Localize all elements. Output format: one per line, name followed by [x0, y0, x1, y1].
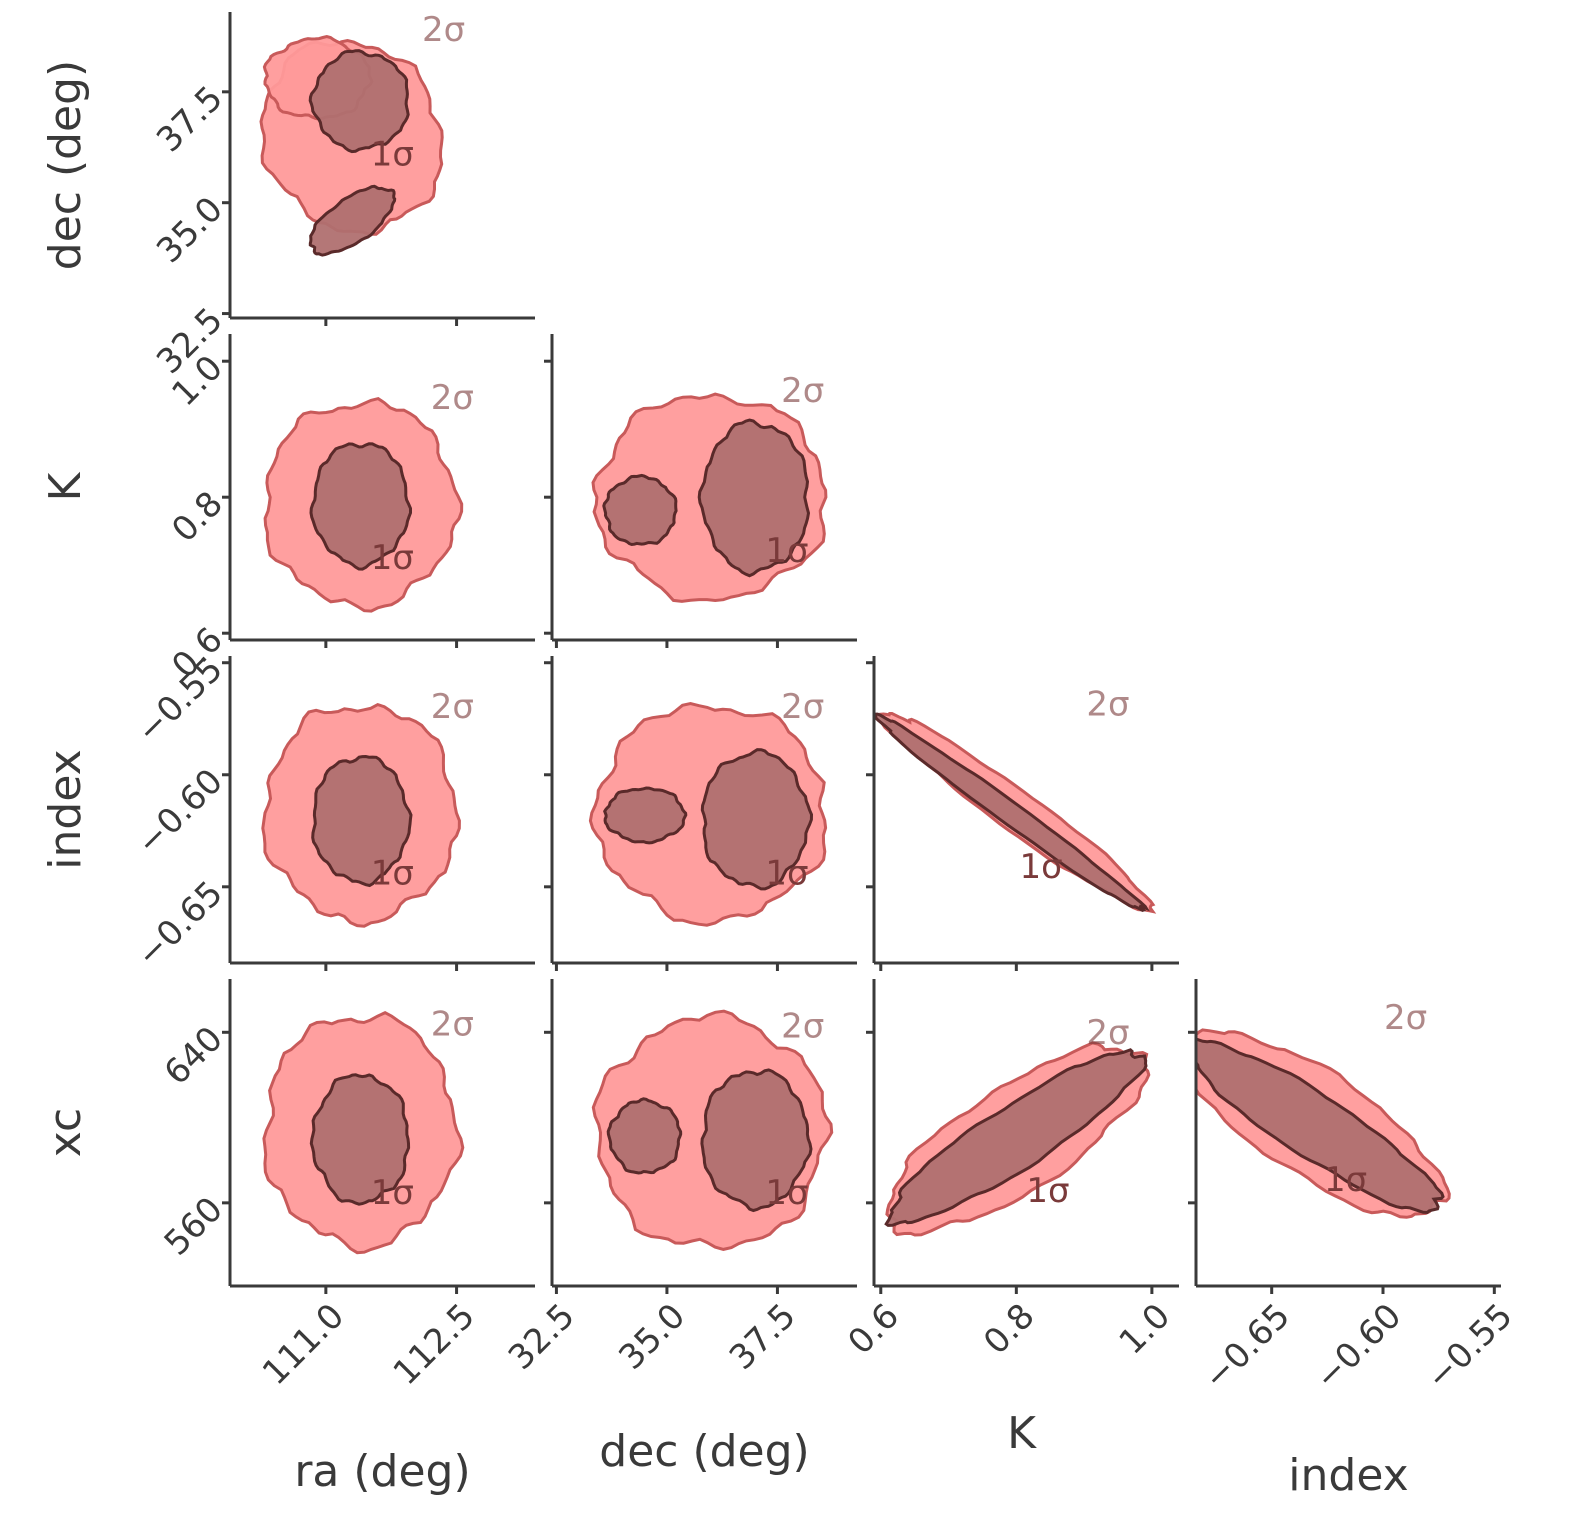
two-sigma-label: 2σ: [431, 1004, 474, 1044]
1sigma-contour: [603, 786, 688, 845]
two-sigma-label: 2σ: [422, 10, 465, 50]
x-tick-label: 35.0: [611, 1296, 693, 1378]
y-tick-label: 640: [157, 1019, 231, 1093]
x-tick-label: 32.5: [501, 1296, 583, 1378]
y-axis-label-xc: xc: [40, 1108, 91, 1157]
x-tick-label: −0.65: [1196, 1296, 1298, 1398]
panel-ra-vs-xc: 1σ 2σ 560 640 111.0 112.5: [157, 979, 535, 1393]
1sigma-contour: [884, 1048, 1148, 1227]
one-sigma-label: 1σ: [1026, 1171, 1069, 1211]
one-sigma-label: 1σ: [371, 854, 414, 894]
one-sigma-label: 1σ: [371, 135, 414, 175]
x-axis-label-index: index: [1288, 1450, 1408, 1501]
panel-index-vs-xc: 1σ 2σ −0.65 −0.60 −0.55: [1188, 979, 1521, 1398]
x-tick-label: 1.0: [1112, 1296, 1179, 1363]
1sigma-contour: [311, 754, 413, 888]
y-axis-label-dec: dec (deg): [40, 60, 91, 270]
one-sigma-label: 1σ: [765, 1173, 808, 1213]
two-sigma-label: 2σ: [781, 371, 824, 411]
1sigma-contour: [606, 1097, 683, 1175]
1sigma-contour: [1196, 1037, 1445, 1215]
panel-K-vs-index: 1σ 2σ: [866, 656, 1179, 971]
one-sigma-label: 1σ: [1020, 847, 1063, 887]
two-sigma-label: 2σ: [1086, 685, 1129, 725]
x-tick-label: 112.5: [386, 1296, 483, 1393]
1sigma-contour: [700, 1068, 813, 1213]
two-sigma-label: 2σ: [431, 687, 474, 727]
two-sigma-label: 2σ: [781, 1007, 824, 1047]
x-axis-label-dec: dec (deg): [599, 1426, 809, 1477]
1sigma-contour: [308, 49, 410, 154]
x-axis-label-K: K: [1007, 1408, 1037, 1459]
x-tick-label: −0.60: [1307, 1296, 1409, 1398]
x-tick-label: 111.0: [255, 1296, 352, 1393]
x-tick-label: 0.8: [976, 1296, 1043, 1363]
y-tick-label: −0.60: [129, 761, 231, 863]
one-sigma-label: 1σ: [765, 854, 808, 894]
1sigma-contour: [308, 184, 397, 257]
two-sigma-label: 2σ: [1086, 1013, 1129, 1053]
1sigma-contour: [602, 473, 678, 547]
two-sigma-label: 2σ: [1384, 998, 1427, 1038]
panel-K-vs-xc: 1σ 2σ 0.6 0.8 1.0: [841, 979, 1179, 1363]
y-tick-label: 0.8: [164, 484, 231, 551]
x-axis-label-ra: ra (deg): [294, 1446, 470, 1497]
one-sigma-label: 1σ: [371, 1173, 414, 1213]
x-tick-label: 37.5: [722, 1296, 804, 1378]
1sigma-contour: [697, 418, 811, 578]
y-tick-label: 37.5: [149, 78, 231, 160]
y-tick-label: 35.0: [149, 189, 231, 271]
one-sigma-label: 1σ: [765, 531, 808, 571]
1sigma-contour: [700, 748, 814, 891]
panel-dec-vs-xc: 1σ 2σ 32.5 35.0 37.5: [501, 979, 857, 1378]
y-tick-label: −0.65: [129, 873, 231, 975]
y-axis-label-K: K: [40, 471, 91, 501]
1sigma-contour: [874, 712, 1150, 913]
x-tick-label: 0.6: [841, 1296, 908, 1363]
one-sigma-label: 1σ: [1324, 1160, 1367, 1200]
1sigma-contour: [309, 1073, 411, 1206]
two-sigma-label: 2σ: [781, 687, 824, 727]
x-tick-label: −0.55: [1419, 1296, 1521, 1398]
one-sigma-label: 1σ: [371, 538, 414, 578]
panel-dec-vs-index: 1σ 2σ: [544, 656, 857, 971]
y-tick-label: 560: [157, 1189, 231, 1263]
y-axis-label-index: index: [40, 749, 91, 869]
panel-dec-vs-K: 1σ 2σ: [544, 334, 857, 648]
1sigma-contour: [309, 442, 412, 571]
two-sigma-label: 2σ: [431, 378, 474, 418]
